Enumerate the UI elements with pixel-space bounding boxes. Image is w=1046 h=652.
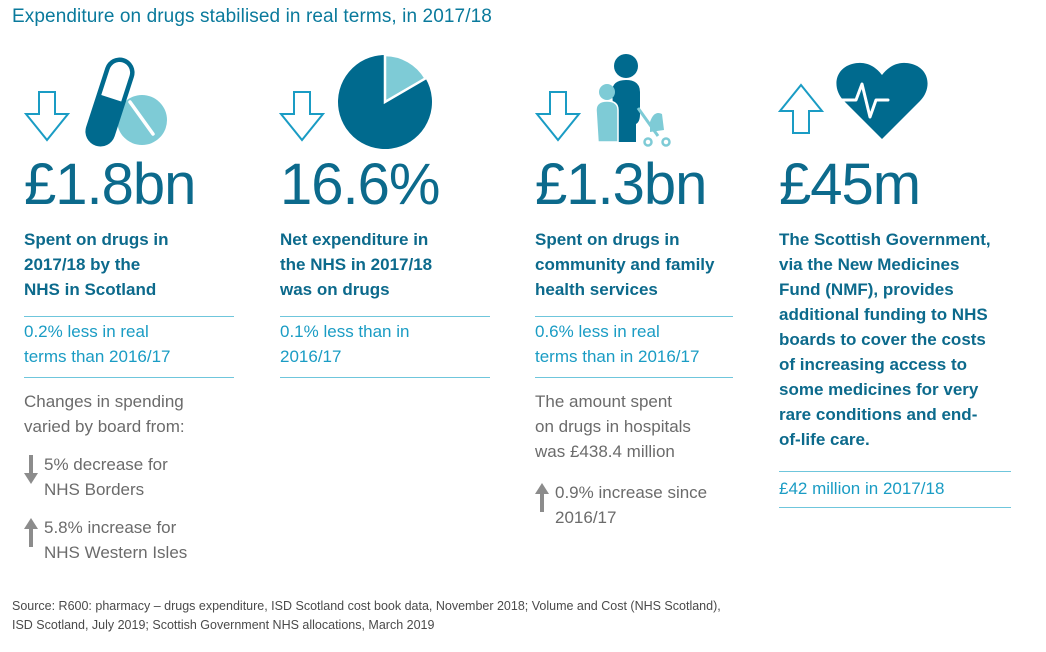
change-line: 5.8% increase for <box>44 518 177 537</box>
source-line: Source: R600: pharmacy – drugs expenditu… <box>12 599 721 613</box>
sub-line: terms than in 2016/17 <box>535 347 700 366</box>
source-note: Source: R600: pharmacy – drugs expenditu… <box>12 597 721 635</box>
change-line: 2016/17 <box>555 508 617 527</box>
note-line: The amount spent <box>535 392 673 411</box>
heading-line: was on drugs <box>280 280 390 299</box>
infographic-title: Expenditure on drugs stabilised in real … <box>12 6 492 27</box>
sub-line: 0.2% less in real <box>24 322 149 341</box>
heading-line: NHS in Scotland <box>24 280 157 299</box>
note-line: was £438.4 million <box>535 442 675 461</box>
heading-line: of increasing access to <box>779 355 968 374</box>
down-arrow-solid-icon <box>24 455 38 484</box>
figure-net-expenditure: 16.6% <box>280 152 440 217</box>
change-nhs-borders: 5% decrease for NHS Borders <box>24 452 168 502</box>
down-arrow-icon <box>24 91 70 142</box>
heading-line: Fund (NMF), provides <box>779 280 954 299</box>
change-line: 5% decrease for <box>44 455 168 474</box>
heading-community-spend: Spent on drugs in community and family h… <box>535 227 765 302</box>
figure-community-spend: £1.3bn <box>535 152 707 217</box>
divider <box>280 316 490 317</box>
note-hospital-spend: The amount spent on drugs in hospitals w… <box>535 389 691 464</box>
heading-line: 2017/18 by the <box>24 255 141 274</box>
note-line: varied by board from: <box>24 417 185 436</box>
heading-line: via the New Medicines <box>779 255 960 274</box>
sub-line: terms than 2016/17 <box>24 347 171 366</box>
up-arrow-solid-icon <box>535 483 549 512</box>
sub-total-spend: 0.2% less in real terms than 2016/17 <box>24 319 170 369</box>
heading-line: some medicines for very <box>779 380 979 399</box>
sub-line: 2016/17 <box>280 347 342 366</box>
heading-line: Spent on drugs in <box>535 230 680 249</box>
divider <box>779 471 1011 472</box>
heading-total-spend: Spent on drugs in 2017/18 by the NHS in … <box>24 227 239 302</box>
pie-slice-drugs <box>383 53 428 105</box>
down-arrow-icon <box>279 91 325 142</box>
pie-chart-icon <box>338 53 432 149</box>
sub-nmf: £42 million in 2017/18 <box>779 476 944 501</box>
heading-nmf: The Scottish Government, via the New Med… <box>779 227 1041 452</box>
heart-pulse-icon <box>836 62 928 140</box>
heading-line: rare conditions and end- <box>779 405 978 424</box>
down-arrow-icon <box>535 91 581 142</box>
sub-net-expenditure: 0.1% less than in 2016/17 <box>280 319 409 369</box>
heading-net-expenditure: Net expenditure in the NHS in 2017/18 wa… <box>280 227 495 302</box>
sub-line: 0.6% less in real <box>535 322 660 341</box>
sub-community-spend: 0.6% less in real terms than in 2016/17 <box>535 319 699 369</box>
heading-line: boards to cover the costs <box>779 330 986 349</box>
sub-line: £42 million in 2017/18 <box>779 479 945 498</box>
family-stroller-icon <box>595 54 671 147</box>
divider <box>779 507 1011 508</box>
change-line: NHS Western Isles <box>44 543 188 562</box>
divider <box>24 377 234 378</box>
pill-capsule-tablet-icon <box>85 57 167 147</box>
note-total-spend: Changes in spending varied by board from… <box>24 389 185 439</box>
heading-line: Spent on drugs in <box>24 230 169 249</box>
up-arrow-solid-icon <box>24 518 38 547</box>
change-line: NHS Borders <box>44 480 145 499</box>
heading-line: additional funding to NHS <box>779 305 988 324</box>
divider <box>535 377 733 378</box>
heading-line: The Scottish Government, <box>779 230 991 249</box>
heading-line: Net expenditure in <box>280 230 429 249</box>
figure-total-spend: £1.8bn <box>24 152 196 217</box>
note-line: on drugs in hospitals <box>535 417 691 436</box>
change-line: 0.9% increase since <box>555 483 708 502</box>
heading-line: the NHS in 2017/18 <box>280 255 433 274</box>
change-hospital-spend: 0.9% increase since 2016/17 <box>535 480 707 530</box>
divider <box>535 316 733 317</box>
divider <box>280 377 490 378</box>
divider <box>24 316 234 317</box>
sub-line: 0.1% less than in <box>280 322 410 341</box>
heading-line: of-life care. <box>779 430 870 449</box>
figure-nmf: £45m <box>779 152 921 217</box>
change-nhs-western-isles: 5.8% increase for NHS Western Isles <box>24 515 187 565</box>
heading-line: community and family <box>535 255 715 274</box>
note-line: Changes in spending <box>24 392 184 411</box>
source-line: ISD Scotland, July 2019; Scottish Govern… <box>12 618 435 632</box>
heading-line: health services <box>535 280 658 299</box>
up-arrow-icon <box>778 83 824 134</box>
